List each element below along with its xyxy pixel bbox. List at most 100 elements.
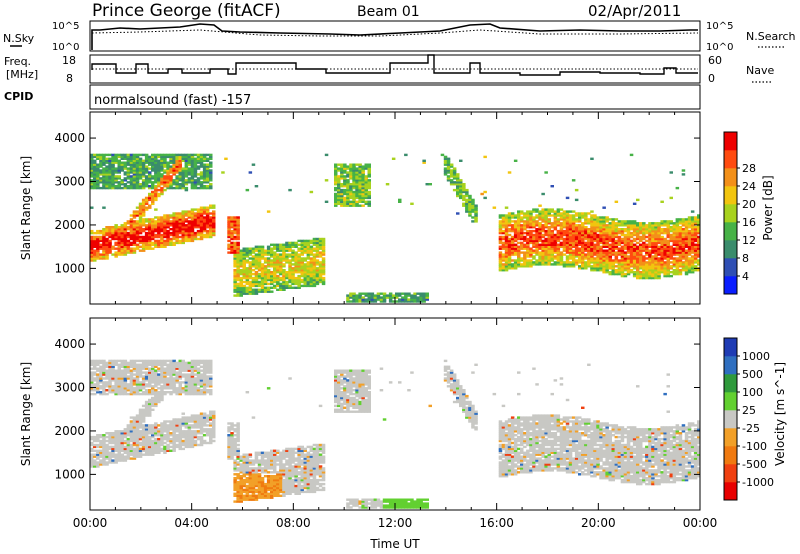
data-cell	[620, 272, 625, 276]
data-cell	[288, 259, 292, 262]
data-cell	[535, 220, 539, 223]
data-cell	[190, 159, 195, 162]
data-cell	[663, 272, 667, 276]
data-cell	[599, 255, 603, 258]
data-cell	[181, 229, 185, 233]
data-cell	[202, 233, 207, 237]
data-cell	[248, 290, 253, 293]
colorbar-swatch	[724, 240, 737, 259]
data-cell	[684, 257, 689, 260]
data-cell	[266, 276, 271, 280]
data-cell	[593, 229, 597, 233]
data-cell	[294, 245, 298, 248]
data-cell	[446, 161, 451, 164]
data-cell	[273, 272, 277, 276]
data-cell	[562, 261, 567, 264]
data-cell	[645, 228, 649, 231]
data-cell	[114, 389, 118, 392]
data-cell	[513, 233, 518, 237]
data-cell	[538, 212, 542, 215]
data-cell	[636, 253, 640, 256]
data-cell	[99, 173, 103, 176]
data-cell	[105, 453, 109, 456]
data-cell	[364, 298, 368, 301]
data-cell	[605, 220, 609, 223]
data-cell	[90, 181, 94, 184]
data-cell	[602, 269, 606, 272]
data-cell	[154, 153, 158, 157]
data-cell	[523, 263, 527, 266]
data-cell	[492, 206, 497, 209]
data-cell	[651, 255, 655, 258]
data-cell	[169, 169, 173, 172]
data-cell	[172, 231, 176, 235]
data-cell	[654, 253, 658, 256]
data-cell	[507, 237, 512, 241]
data-cell	[657, 229, 661, 233]
data-cell	[260, 269, 265, 272]
data-cell	[346, 200, 350, 203]
data-cell	[144, 206, 149, 209]
data-cell	[596, 229, 600, 233]
data-cell	[663, 243, 667, 246]
data-cell	[636, 233, 640, 237]
data-cell	[639, 259, 643, 262]
data-cell	[181, 231, 185, 235]
data-cell	[151, 435, 155, 439]
data-cell	[132, 451, 137, 454]
data-cell	[568, 245, 573, 248]
data-cell	[114, 186, 118, 190]
data-cell	[596, 218, 600, 221]
data-cell	[620, 249, 625, 252]
data-cell	[132, 373, 137, 376]
data-cell	[93, 459, 97, 462]
data-cell	[138, 245, 143, 248]
data-cell	[355, 300, 359, 303]
data-cell	[102, 185, 106, 188]
data-cell	[190, 235, 195, 239]
data-cell	[114, 237, 118, 241]
data-cell	[343, 200, 347, 203]
data-cell	[129, 247, 134, 250]
data-cell	[596, 267, 600, 270]
data-cell	[285, 261, 289, 264]
data-cell	[526, 263, 530, 266]
data-cell	[687, 247, 692, 250]
data-cell	[202, 181, 207, 184]
data-cell	[651, 249, 655, 252]
data-cell	[687, 220, 692, 223]
data-cell	[178, 212, 182, 215]
data-cell	[636, 274, 640, 278]
data-cell	[126, 171, 131, 174]
data-cell	[501, 257, 506, 260]
data-cell	[526, 216, 530, 219]
data-cell	[565, 210, 570, 213]
data-cell	[105, 443, 109, 447]
data-cell	[199, 229, 204, 233]
data-cell	[605, 257, 609, 260]
data-cell	[117, 432, 121, 435]
data-cell	[629, 251, 634, 254]
data-cell	[526, 210, 530, 213]
data-cell	[248, 276, 253, 280]
data-cell	[96, 439, 100, 443]
data-cell	[123, 153, 128, 157]
data-cell	[181, 222, 185, 225]
data-cell	[547, 220, 551, 223]
data-cell	[468, 214, 472, 217]
data-cell	[517, 212, 521, 215]
data-cell	[120, 231, 124, 235]
data-cell	[352, 169, 356, 172]
data-cell	[169, 153, 173, 157]
data-cell	[251, 280, 256, 284]
data-cell	[462, 188, 466, 192]
data-cell	[138, 414, 143, 417]
data-cell	[334, 177, 338, 180]
data-cell	[574, 212, 579, 215]
data-cell	[148, 359, 152, 363]
data-cell	[279, 267, 283, 270]
data-cell	[626, 228, 631, 231]
data-cell	[138, 416, 143, 419]
data-cell	[245, 255, 250, 258]
data-cell	[288, 271, 292, 274]
